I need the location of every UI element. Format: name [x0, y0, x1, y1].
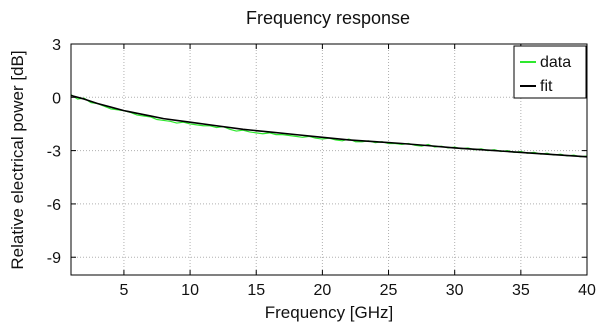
x-tick-label: 20 [313, 282, 331, 299]
y-tick-label: -3 [47, 144, 61, 161]
grid-lines [71, 44, 587, 275]
x-tick-label: 35 [512, 282, 530, 299]
x-tick-label: 10 [181, 282, 199, 299]
plot-background [71, 44, 587, 275]
y-tick-label: -9 [47, 250, 61, 267]
plot-frame [70, 43, 588, 276]
y-tick-labels: 3 0 -3 -6 -9 [47, 37, 61, 267]
x-tick-labels: 5 10 15 20 25 30 35 40 [119, 282, 596, 299]
axis-ticks [71, 43, 588, 275]
legend-label-data: data [540, 54, 571, 71]
y-tick-label: 3 [52, 37, 61, 54]
legend-label-fit: fit [540, 78, 553, 95]
x-tick-label: 5 [119, 282, 128, 299]
x-tick-label: 15 [247, 282, 265, 299]
chart-title: Frequency response [246, 8, 410, 28]
series-layer [70, 94, 588, 158]
y-tick-label: 0 [52, 90, 61, 107]
x-tick-label: 25 [380, 282, 398, 299]
x-tick-label: 40 [578, 282, 596, 299]
legend-box [513, 45, 587, 99]
legend: data fit [513, 45, 587, 99]
y-tick-label: -6 [47, 197, 61, 214]
x-axis-label: Frequency [GHz] [265, 303, 394, 322]
y-axis-label: Relative electrical power [dB] [8, 50, 27, 269]
series-line-fit [70, 94, 588, 158]
x-tick-label: 30 [446, 282, 464, 299]
